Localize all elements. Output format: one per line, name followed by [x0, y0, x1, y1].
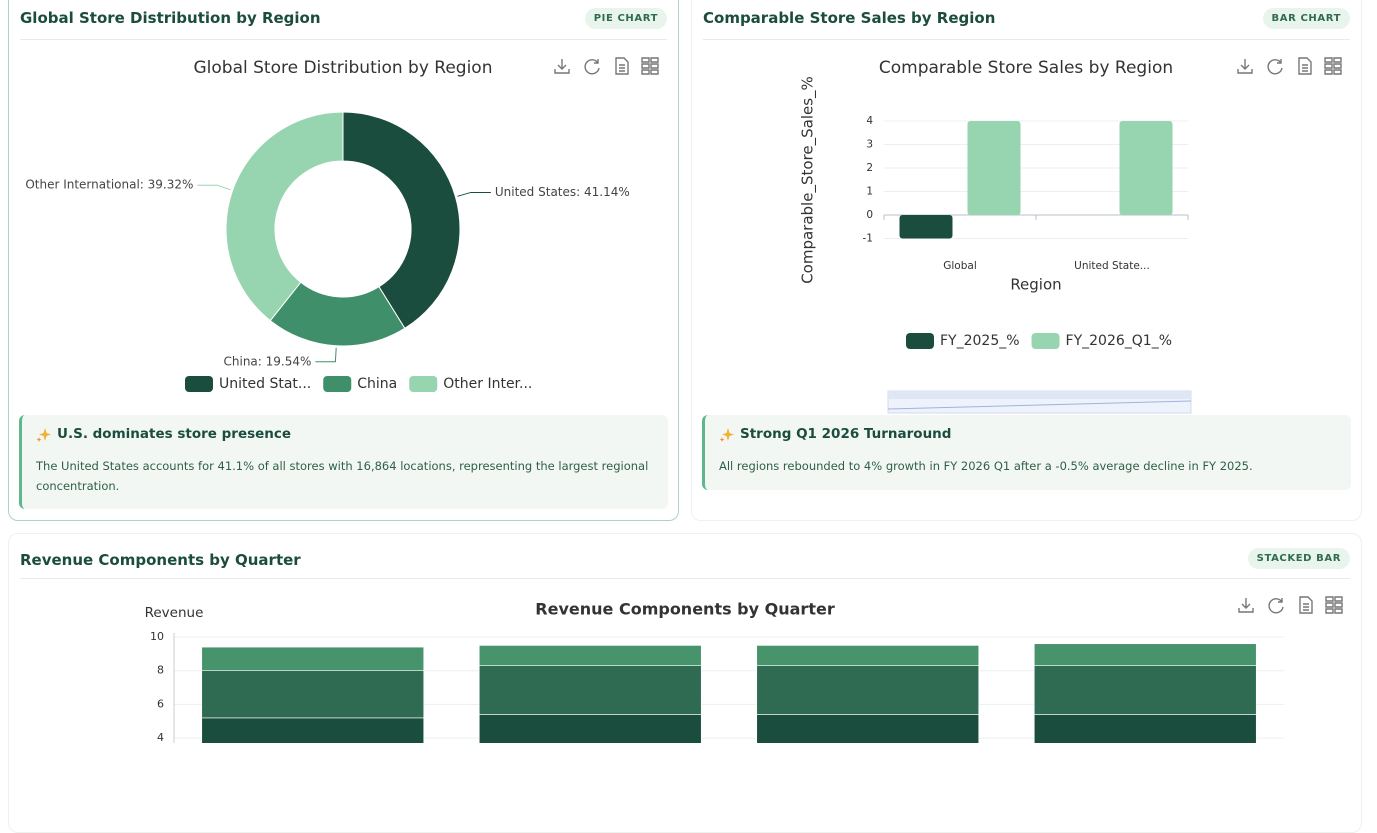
legend-label: FY_2026_Q1_%: [1066, 333, 1172, 349]
download-button[interactable]: [1238, 598, 1254, 613]
refresh-button[interactable]: [1268, 598, 1284, 614]
y-tick-label: 4: [866, 115, 873, 127]
y-axis-label: Revenue: [145, 605, 204, 621]
refresh-button[interactable]: [584, 59, 600, 75]
insight-text: The United States accounts for 41.1% of …: [36, 459, 649, 493]
label-line: [197, 184, 231, 191]
bar-segment: [478, 645, 702, 666]
y-tick-label: 4: [157, 731, 164, 743]
legend-label: FY_2025_%: [940, 333, 1020, 349]
bar-card: Comparable Store Sales by Region BAR CHA…: [691, 0, 1362, 521]
layout-button[interactable]: [1325, 596, 1343, 614]
y-tick-label: 6: [157, 697, 164, 710]
legend-swatch: [409, 376, 438, 392]
badge: PIE CHART: [584, 8, 667, 29]
legend-label: China: [357, 376, 397, 392]
y-tick-label: -1: [863, 233, 873, 245]
refresh-button[interactable]: [1267, 59, 1283, 75]
pie-slice: [342, 111, 461, 330]
legend-swatch: [906, 333, 934, 349]
badge: BAR CHART: [1262, 8, 1350, 29]
label-line: [315, 347, 337, 363]
bar-segment: [201, 670, 425, 719]
zoom-preview: [887, 400, 1192, 410]
data-view-button[interactable]: [615, 57, 629, 75]
bar: [899, 215, 953, 239]
bar: [1119, 121, 1173, 215]
legend-swatch: [1031, 333, 1060, 349]
badge: STACKED BAR: [1247, 548, 1350, 569]
legend-label: United Stat...: [219, 376, 311, 392]
insight: Strong Q1 2026 Turnaround All regions re…: [702, 415, 1351, 490]
bar-segment: [201, 717, 425, 743]
download-button[interactable]: [1237, 59, 1253, 74]
chart-title: Comparable Store Sales by Region: [879, 58, 1173, 78]
chart-title: Revenue Components by Quarter: [535, 600, 835, 619]
download-button[interactable]: [554, 59, 570, 74]
card-title: Global Store Distribution by Region: [20, 9, 321, 27]
pie-slice: [225, 111, 344, 322]
x-axis-label: Region: [1010, 276, 1061, 294]
label-line: [457, 191, 491, 197]
insight-title: U.S. dominates store presence: [57, 426, 292, 442]
layout-button[interactable]: [641, 57, 659, 75]
zoom-handle[interactable]: [888, 391, 1191, 399]
insight-title: Strong Q1 2026 Turnaround: [740, 426, 952, 442]
bar-segment: [756, 645, 980, 666]
insight: U.S. dominates store presence The United…: [19, 415, 668, 509]
y-tick-label: 2: [866, 162, 873, 174]
divider: [703, 39, 1350, 40]
bar: [967, 121, 1021, 215]
x-tick-label: Global: [943, 260, 977, 272]
data-view-button[interactable]: [1298, 57, 1312, 75]
chart-layer-clipped: Revenue Components by Quarter Revenue 4 6 8 1…: [145, 596, 1343, 743]
y-tick-label: 1: [866, 186, 873, 198]
bar-segment: [1033, 714, 1257, 743]
bar-segment: [478, 665, 702, 715]
bar-segment: [756, 714, 980, 743]
bar-segment: [478, 714, 702, 743]
chart-title: Global Store Distribution by Region: [193, 58, 492, 78]
sparkle-icon: [719, 428, 734, 442]
layout-button[interactable]: [1324, 57, 1342, 75]
y-tick-label: 10: [150, 630, 164, 643]
divider: [20, 578, 1350, 579]
sparkle-icon: [36, 428, 51, 442]
page: Global Store Distribution by Region PIE …: [8, 0, 1362, 833]
divider: [20, 39, 667, 40]
slice-label: United States: 41.14%: [495, 185, 630, 199]
y-tick-label: 8: [157, 664, 164, 677]
y-tick-label: 3: [866, 139, 873, 151]
chart-layer: Global Store Distribution by Region Unite…: [25, 57, 1342, 414]
y-tick-label: 0: [866, 209, 873, 221]
x-tick-label: United State...: [1074, 260, 1150, 272]
bar-segment: [756, 665, 980, 715]
slice-label: China: 19.54%: [224, 354, 312, 368]
pie-card: Global Store Distribution by Region PIE …: [8, 0, 679, 521]
bar-segment: [1033, 665, 1257, 715]
card-title: Revenue Components by Quarter: [20, 551, 301, 569]
legend-label: Other Inter...: [443, 376, 532, 392]
legend-swatch: [185, 376, 213, 392]
bar-segment: [201, 646, 425, 671]
insight-text: All regions rebounded to 4% growth in FY…: [719, 459, 1253, 473]
slice-label: Other International: 39.32%: [25, 178, 193, 192]
y-axis-label: Comparable_Store_Sales_%: [799, 76, 818, 284]
legend-swatch: [323, 376, 352, 392]
data-view-button[interactable]: [1299, 596, 1313, 614]
card-title: Comparable Store Sales by Region: [703, 9, 996, 27]
bar-segment: [1033, 643, 1257, 666]
